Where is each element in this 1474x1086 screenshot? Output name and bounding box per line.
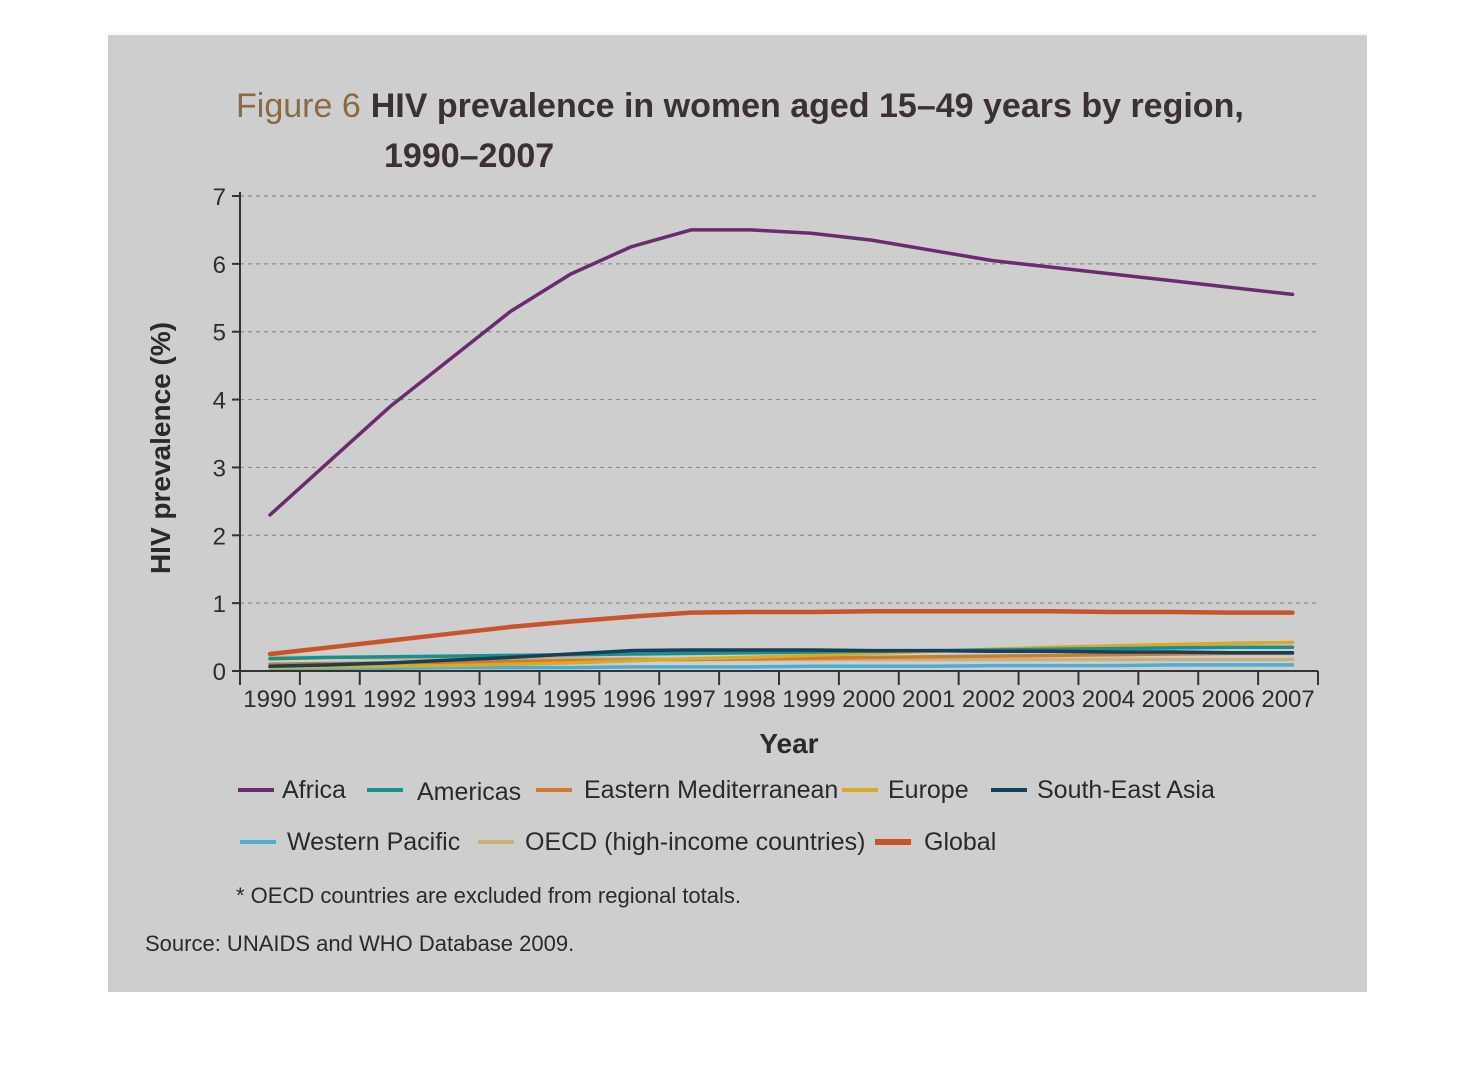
y-tick-label: 3	[213, 455, 226, 482]
figure-panel: Figure 6 HIV prevalence in women aged 15–…	[108, 35, 1367, 992]
legend-label: Africa	[282, 776, 346, 804]
chart-title-line1: HIV prevalence in women aged 15–49 years…	[371, 87, 1244, 125]
x-tick-label: 1990	[243, 686, 296, 713]
series-lines	[267, 228, 1295, 671]
x-tick-label: 1996	[603, 686, 656, 713]
figure-label: Figure 6	[236, 87, 361, 125]
legend-item: Eastern Mediterranean	[536, 776, 838, 804]
x-tick-label: 1994	[483, 686, 536, 713]
legend-label: OECD (high-income countries)	[525, 828, 865, 856]
y-tick-label: 5	[213, 320, 226, 347]
series-line-south-east-asia	[268, 648, 1295, 669]
series-line-global	[267, 609, 1295, 657]
x-tick-label: 1993	[423, 686, 476, 713]
x-tick-label: 1999	[782, 686, 835, 713]
legend-item: South-East Asia	[991, 776, 1215, 804]
y-tick-label: 4	[213, 388, 226, 415]
y-tick-label: 1	[213, 591, 226, 618]
legend-item: Americas	[367, 778, 521, 806]
footnote: * OECD countries are excluded from regio…	[236, 883, 741, 908]
legend-label: South-East Asia	[1037, 776, 1215, 804]
x-tick-label: 2003	[1022, 686, 1075, 713]
x-axis-title: Year	[759, 728, 818, 759]
x-tick-label: 2007	[1261, 686, 1314, 713]
x-tick-label: 1991	[303, 686, 356, 713]
y-tick-label: 6	[213, 252, 226, 279]
y-axis-title: HIV prevalence (%)	[145, 322, 176, 574]
x-tick-label: 2005	[1142, 686, 1195, 713]
legend-item: Western Pacific	[240, 828, 460, 856]
series-line-americas	[268, 645, 1295, 661]
legend-item: OECD (high-income countries)	[478, 828, 865, 856]
source-note: Source: UNAIDS and WHO Database 2009.	[145, 931, 574, 956]
series-line-africa	[268, 228, 1295, 517]
legend-label: Western Pacific	[287, 828, 460, 856]
legend-label: Eastern Mediterranean	[584, 776, 838, 804]
x-tick-label: 2006	[1201, 686, 1254, 713]
x-tick-label: 2004	[1082, 686, 1135, 713]
x-tick-label: 1995	[543, 686, 596, 713]
y-tick-label: 0	[213, 659, 226, 686]
legend-label: Americas	[417, 778, 521, 806]
chart-title-line2: 1990–2007	[384, 137, 554, 175]
x-tick-label: 2002	[962, 686, 1015, 713]
x-tick-label: 1998	[722, 686, 775, 713]
legend-item: Africa	[238, 776, 346, 804]
x-tick-label: 1992	[363, 686, 416, 713]
x-tick-label: 2001	[902, 686, 955, 713]
series-line-western-pacific	[268, 663, 1295, 671]
legend-item: Europe	[842, 776, 969, 804]
x-tick-label: 2000	[842, 686, 895, 713]
grid-lines	[240, 195, 1318, 604]
axes: 0 1 2 3 4 5 6 7 1990 1991 1992 1993 1994 1995 1996 1997…	[213, 184, 1319, 713]
legend: Africa Americas Eastern Mediterranean Europ…	[238, 776, 1215, 856]
legend-label: Europe	[888, 776, 969, 804]
x-tick-label: 1997	[662, 686, 715, 713]
y-tick-label: 2	[213, 523, 226, 550]
series-line-europe	[268, 640, 1295, 670]
line-chart: Figure 6 HIV prevalence in women aged 15–…	[145, 87, 1319, 956]
legend-item: Global	[875, 828, 996, 856]
legend-label: Global	[924, 828, 996, 856]
y-tick-label: 7	[213, 184, 226, 211]
